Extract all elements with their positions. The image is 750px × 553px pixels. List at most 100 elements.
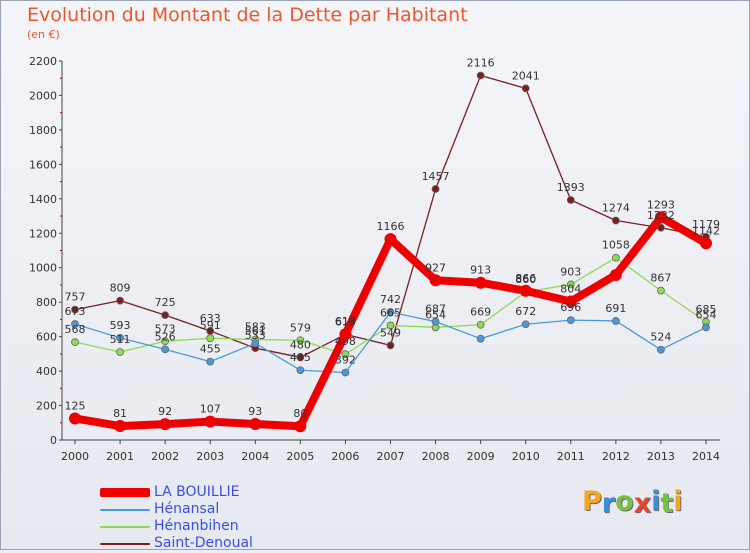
proxiti-logo: Proxiti (582, 486, 683, 519)
data-label: 867 (650, 272, 671, 285)
data-point (476, 320, 485, 329)
y-tick-label: 2200 (29, 55, 57, 68)
x-tick-label: 2008 (422, 450, 450, 463)
data-point (476, 71, 485, 80)
data-point (249, 417, 262, 430)
data-point (341, 368, 350, 377)
data-label: 1393 (557, 181, 585, 194)
data-point (654, 211, 667, 224)
x-tick-label: 2012 (602, 450, 630, 463)
data-point (611, 253, 620, 262)
data-label: 687 (425, 303, 446, 316)
data-point (384, 233, 397, 246)
data-label: 742 (380, 293, 401, 306)
data-point (564, 295, 577, 308)
chart-unit-subtitle: (en €) (27, 28, 60, 41)
data-label: 480 (290, 338, 311, 351)
data-point (204, 415, 217, 428)
y-tick-label: 800 (36, 296, 57, 309)
data-point (521, 84, 530, 93)
axes: 0 200 400 600 800 1000 1200 1400 1600 1800 2000 220… (29, 55, 720, 463)
data-label: 757 (65, 291, 86, 304)
x-tick-label: 2013 (647, 450, 675, 463)
data-label: 614 (335, 315, 356, 328)
y-tick-label: 1200 (29, 227, 57, 240)
x-tick-label: 2001 (106, 450, 134, 463)
data-label: 561 (245, 324, 266, 337)
y-tick-label: 1000 (29, 262, 57, 275)
y-tick-label: 1400 (29, 193, 57, 206)
data-label: 654 (696, 308, 717, 321)
data-label: 405 (290, 351, 311, 364)
data-label: 568 (65, 323, 86, 336)
data-label: 583 (245, 321, 266, 334)
data-point (386, 308, 395, 317)
data-label: 511 (110, 333, 131, 346)
data-label: 673 (65, 305, 86, 318)
x-tick-label: 2009 (467, 450, 495, 463)
x-tick-label: 2002 (151, 450, 179, 463)
data-label: 672 (515, 305, 536, 318)
legend: LA BOUILLIE Hénansal Hénanbihen Saint-Denou… (100, 484, 253, 552)
x-tick-label: 2000 (61, 450, 89, 463)
data-point (161, 337, 170, 346)
data-label: 107 (200, 403, 221, 416)
data-label: 533 (245, 329, 266, 342)
data-label: 1232 (647, 209, 675, 222)
data-label: 903 (560, 265, 581, 278)
logo-letter: o (615, 486, 634, 517)
data-label: 573 (155, 322, 176, 335)
data-point (114, 420, 127, 433)
data-point (296, 366, 305, 375)
data-label: 498 (335, 335, 356, 348)
data-point (702, 323, 710, 332)
logo-letter: P (582, 486, 602, 517)
data-label: 913 (470, 264, 491, 277)
data-point (386, 341, 395, 350)
data-point (341, 350, 350, 359)
data-label: 927 (425, 261, 446, 274)
x-tick-label: 2003 (196, 450, 224, 463)
y-tick-label: 600 (36, 331, 57, 344)
data-point (294, 420, 307, 433)
x-tick-label: 2005 (286, 450, 314, 463)
logo-letter: r (601, 488, 616, 519)
legend-label: Hénanbihen (154, 518, 239, 534)
data-point (296, 336, 305, 345)
x-tick-label: 2006 (331, 450, 359, 463)
data-label: 633 (200, 312, 221, 325)
data-point (566, 196, 575, 204)
logo-letter: x (633, 488, 652, 519)
data-point (700, 237, 712, 250)
data-point (657, 345, 665, 354)
data-label: 725 (155, 296, 176, 309)
data-label: 2116 (467, 56, 495, 69)
data-point (161, 345, 170, 354)
data-label: 691 (605, 302, 626, 315)
data-label: 804 (560, 282, 581, 295)
y-tick-label: 2000 (29, 89, 57, 102)
data-point (657, 286, 665, 295)
data-point (566, 280, 575, 289)
data-label: 665 (380, 306, 401, 319)
data-label: 92 (158, 405, 172, 418)
series-layer (69, 71, 712, 433)
data-label: 654 (425, 308, 446, 321)
logo-letter: t (660, 488, 674, 519)
data-point (429, 274, 442, 287)
data-label: 860 (515, 273, 536, 286)
data-label: 579 (290, 321, 311, 334)
data-label: 81 (113, 407, 127, 420)
data-point (71, 320, 79, 328)
y-tick-label: 200 (36, 400, 57, 413)
data-point (611, 317, 620, 325)
logo-letter: i (651, 486, 661, 517)
data-point (476, 334, 485, 343)
data-label: 80 (293, 407, 307, 420)
data-point (386, 321, 395, 330)
data-label: 1166 (377, 220, 405, 233)
data-point (159, 418, 172, 431)
data-label: 455 (200, 343, 221, 356)
legend-label: Hénansal (154, 501, 220, 517)
